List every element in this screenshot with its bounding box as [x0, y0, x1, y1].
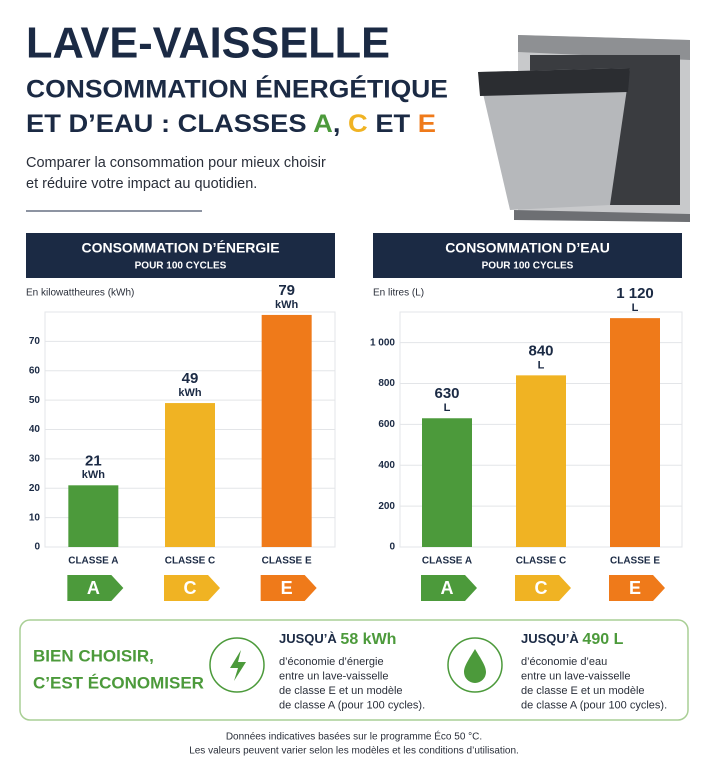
value-label: 1 120 [616, 285, 654, 302]
y-tick-label: 400 [378, 460, 395, 471]
class-badge-letter: C [184, 578, 197, 598]
y-tick-label: 1 000 [370, 337, 395, 348]
value-unit: L [444, 402, 451, 414]
value-unit: kWh [82, 469, 106, 481]
y-tick-label: 0 [389, 542, 395, 553]
y-tick-label: 70 [29, 336, 41, 347]
x-tick-label: CLASSE A [422, 556, 472, 567]
x-tick-label: CLASSE C [516, 556, 567, 567]
class-badge-letter: C [535, 578, 548, 598]
savings-text: de classe E et un modèle [279, 685, 403, 697]
charts: CONSOMMATION D’ÉNERGIE POUR 100 CYCLES En … [26, 233, 683, 601]
panel-title: CONSOMMATION D’EAU [445, 240, 610, 256]
bar [68, 485, 119, 547]
panel-header [373, 233, 682, 278]
footnote: Les valeurs peuvent varier selon les mod… [189, 746, 519, 757]
y-tick-label: 800 [378, 378, 395, 389]
savings-text: de classe A (pour 100 cycles). [279, 699, 425, 711]
class-badge-letter: E [629, 578, 641, 598]
x-tick-label: CLASSE E [610, 556, 660, 567]
savings-text: de classe A (pour 100 cycles). [521, 699, 667, 711]
x-tick-label: CLASSE E [262, 556, 312, 567]
value-label: 840 [528, 342, 553, 359]
value-unit: L [632, 302, 639, 314]
savings-amount-line: JUSQU’À 58 kWh [279, 631, 396, 648]
class-badge [421, 575, 477, 601]
savings-amount: 490 L [582, 631, 623, 648]
value-label: 630 [434, 385, 459, 402]
class-badge [609, 575, 665, 601]
savings-prefix: JUSQU’À [279, 631, 337, 646]
class-badge [515, 575, 571, 601]
y-tick-label: 20 [29, 483, 41, 494]
savings-heading: BIEN CHOISIR, [33, 646, 154, 665]
value-label: 21 [85, 452, 102, 469]
bar [165, 403, 215, 547]
y-tick-label: 200 [378, 501, 395, 512]
class-badge-letter: E [281, 578, 293, 598]
class-badge [67, 575, 124, 601]
savings-items: JUSQU’À 58 kWh d’économie d’énergie entre … [279, 631, 667, 711]
y-tick-label: 30 [29, 454, 41, 465]
panel-subtitle: POUR 100 CYCLES [135, 261, 227, 272]
y-axis-label: En litres (L) [373, 288, 424, 299]
value-unit: kWh [178, 387, 202, 399]
savings-box [19, 619, 689, 721]
savings-prefix: JUSQU’À [521, 631, 579, 646]
class-badge-letter: A [87, 578, 100, 598]
savings-text: d’économie d’énergie [279, 656, 384, 668]
class-badge-letter: A [441, 578, 454, 598]
value-label: 79 [278, 282, 295, 299]
y-tick-label: 0 [34, 542, 40, 553]
savings-amount: 58 kWh [340, 631, 396, 648]
savings-text: d’économie d’eau [521, 656, 607, 668]
subtitle-part: ET [368, 110, 418, 138]
bar [516, 375, 566, 547]
y-tick-label: 600 [378, 419, 395, 430]
y-tick-label: 40 [29, 424, 41, 435]
savings-text: entre un lave-vaisselle [279, 670, 388, 682]
intro: Comparer la consommation pour mieux choi… [26, 155, 326, 171]
x-tick-label: CLASSE C [165, 556, 216, 567]
y-tick-label: 60 [29, 365, 41, 376]
class-badge [260, 575, 317, 601]
subtitle-line: ET D’EAU : CLASSES A, C ET E [26, 110, 436, 138]
x-tick-label: CLASSE A [68, 556, 118, 567]
class-e: E [418, 110, 436, 138]
savings-heading: C’EST ÉCONOMISER [33, 673, 204, 692]
lightning [230, 650, 246, 681]
footnote: Données indicatives basées sur le progra… [226, 730, 482, 743]
y-tick-label: 10 [29, 512, 41, 523]
bar [261, 314, 312, 547]
panel-header [26, 233, 335, 278]
water-drop [464, 649, 486, 683]
subtitle: CONSOMMATION ÉNERGÉTIQUE [26, 75, 448, 104]
title: LAVE-VAISSELLE [26, 19, 390, 68]
y-tick-label: 50 [29, 395, 41, 406]
bar [610, 318, 660, 547]
dishwasher-illustration [478, 35, 690, 222]
class-c: C [348, 110, 368, 138]
panel-title: CONSOMMATION D’ÉNERGIE [81, 240, 279, 256]
subtitle-part: ET D’EAU : CLASSES [26, 110, 313, 138]
bar [422, 418, 472, 547]
intro: et réduire votre impact au quotidien. [26, 176, 257, 192]
savings-amount-line: JUSQU’À 490 L [521, 631, 624, 648]
subtitle-part: , [333, 110, 348, 138]
value-unit: kWh [275, 299, 299, 311]
savings-text: de classe E et un modèle [521, 685, 645, 697]
value-label: 49 [182, 370, 199, 387]
class-badge [164, 575, 220, 601]
savings-text: entre un lave-vaisselle [521, 670, 630, 682]
y-axis-label: En kilowattheures (kWh) [26, 288, 134, 299]
class-a: A [313, 110, 333, 138]
value-unit: L [538, 359, 545, 371]
panel-subtitle: POUR 100 CYCLES [482, 261, 574, 272]
